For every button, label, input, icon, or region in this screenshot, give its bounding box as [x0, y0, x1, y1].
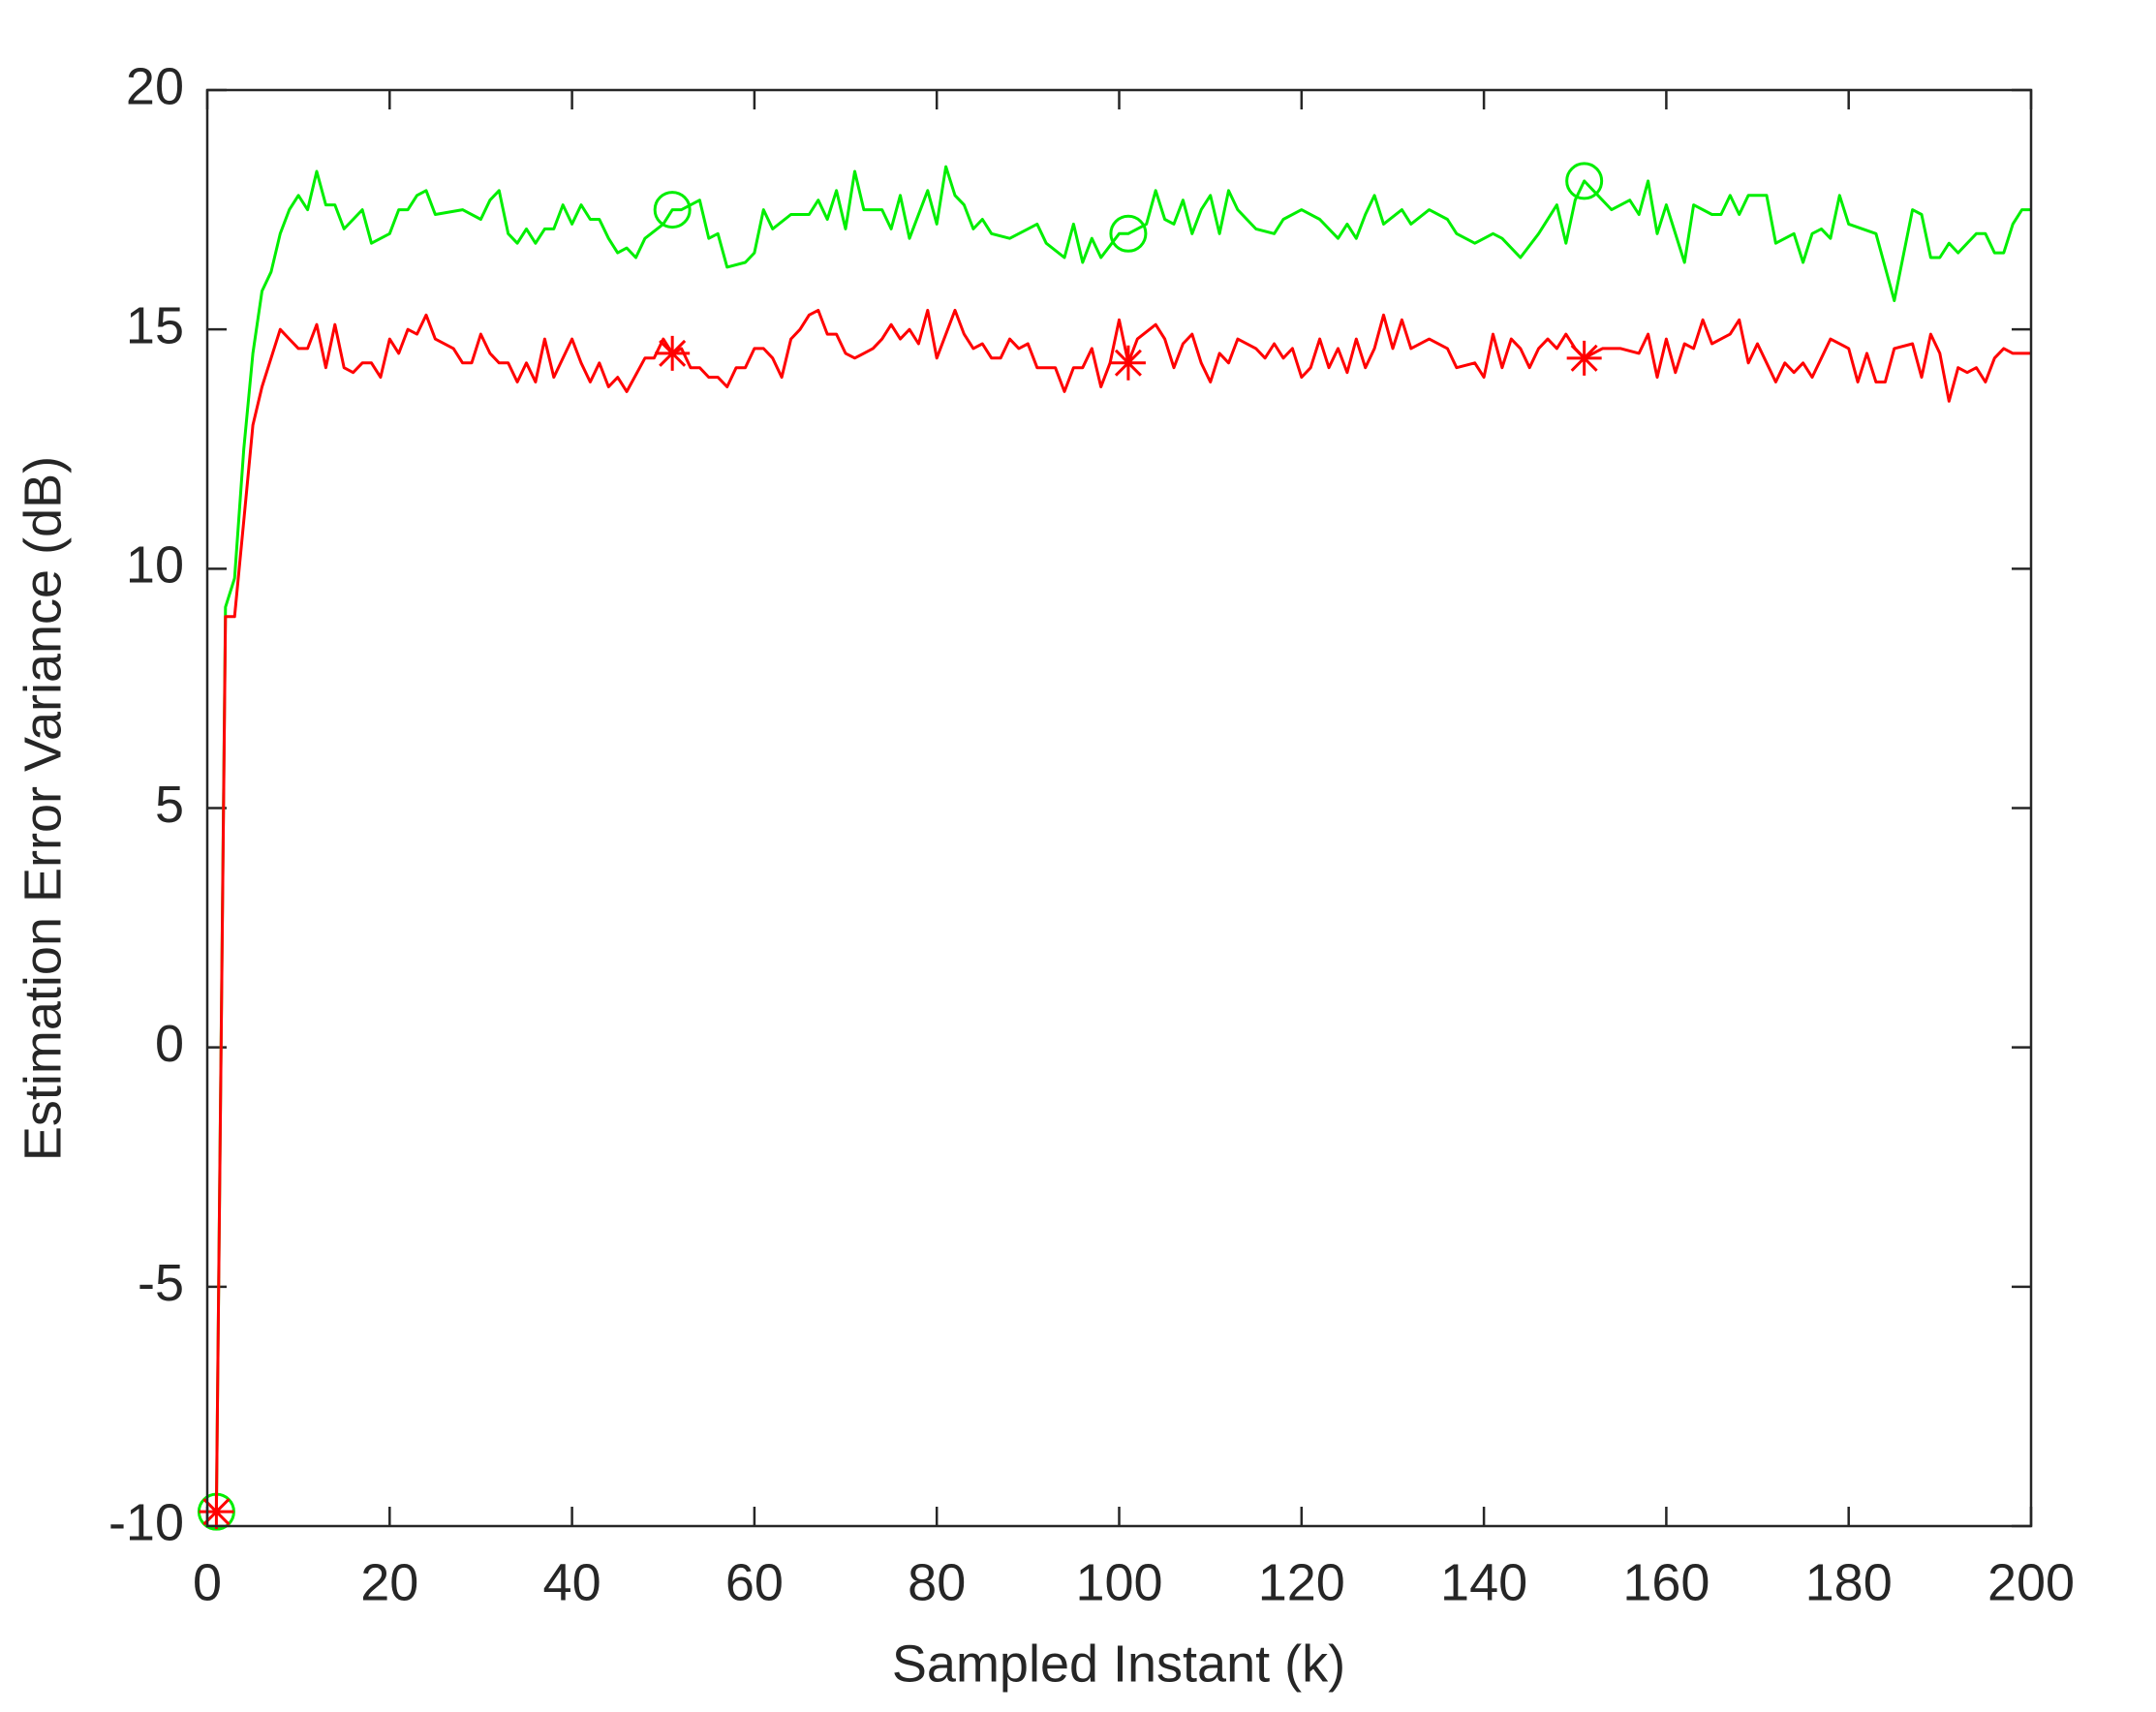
x-tick-label: 40	[543, 1553, 601, 1611]
marker	[653, 191, 692, 229]
marker	[1565, 162, 1604, 200]
x-tick-label: 120	[1258, 1553, 1345, 1611]
x-tick-label: 20	[360, 1553, 418, 1611]
x-tick-label: 100	[1075, 1553, 1162, 1611]
x-tick-label: 160	[1622, 1553, 1709, 1611]
y-tick-label: -5	[138, 1254, 184, 1312]
series-line	[214, 165, 2031, 1513]
y-tick-label: 0	[155, 1015, 184, 1073]
y-tick-label: 15	[126, 296, 184, 354]
marker	[1109, 214, 1148, 253]
x-tick-label: 200	[1987, 1553, 2075, 1611]
x-tick-label: 180	[1805, 1553, 1893, 1611]
x-tick-label: 140	[1440, 1553, 1527, 1611]
marker	[1566, 340, 1602, 376]
x-axis-label: Sampled Instant (k)	[892, 1635, 1345, 1693]
x-tick-label: 80	[908, 1553, 966, 1611]
plot-frame	[205, 88, 2033, 1528]
marker	[199, 1494, 234, 1530]
marker	[1110, 345, 1146, 381]
y-tick-label: 20	[126, 57, 184, 115]
y-tick-label: 10	[126, 536, 184, 595]
marker	[655, 335, 691, 371]
series-line	[214, 308, 2031, 1513]
y-tick-label: -10	[108, 1493, 184, 1551]
y-tick-label: 5	[155, 776, 184, 834]
y-axis-label: Estimation Error Variance (dB)	[14, 456, 72, 1161]
x-tick-label: 60	[725, 1553, 784, 1611]
x-tick-label: 0	[193, 1553, 222, 1611]
